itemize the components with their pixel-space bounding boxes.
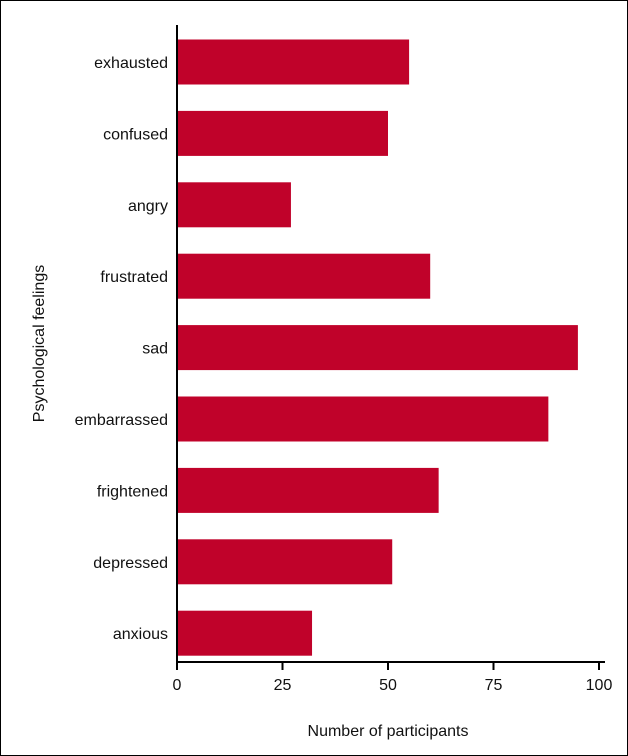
category-labels: exhausted confused angry frustrated sad embar… [75,55,168,643]
category-label-sad: sad [142,341,168,358]
bar-frustrated [177,253,431,299]
bar-confused [177,110,388,156]
category-label-anxious: anxious [113,626,168,643]
bar-frightened [177,467,439,513]
x-tick-label-50: 50 [379,677,397,694]
bar-anxious [177,610,313,656]
category-label-embarrassed: embarrassed [75,412,168,429]
bar-embarrassed [177,396,549,442]
category-label-frightened: frightened [97,483,168,500]
category-label-exhausted: exhausted [94,55,168,72]
bar-sad [177,325,578,371]
bar-depressed [177,539,393,585]
bar-angry [177,182,291,228]
bars-group [177,39,578,656]
y-axis-title: Psychological feelings [31,265,48,422]
x-tick-label-25: 25 [274,677,292,694]
x-tick-label-100: 100 [586,677,613,694]
x-tick-label-0: 0 [173,677,182,694]
x-ticks: 0 25 50 75 100 [173,662,613,694]
bar-exhausted [177,39,410,85]
x-tick-label-75: 75 [485,677,503,694]
category-label-depressed: depressed [93,555,168,572]
category-label-frustrated: frustrated [100,269,168,286]
x-axis-title: Number of participants [308,723,469,740]
category-label-confused: confused [103,126,168,143]
category-label-angry: angry [128,198,168,215]
